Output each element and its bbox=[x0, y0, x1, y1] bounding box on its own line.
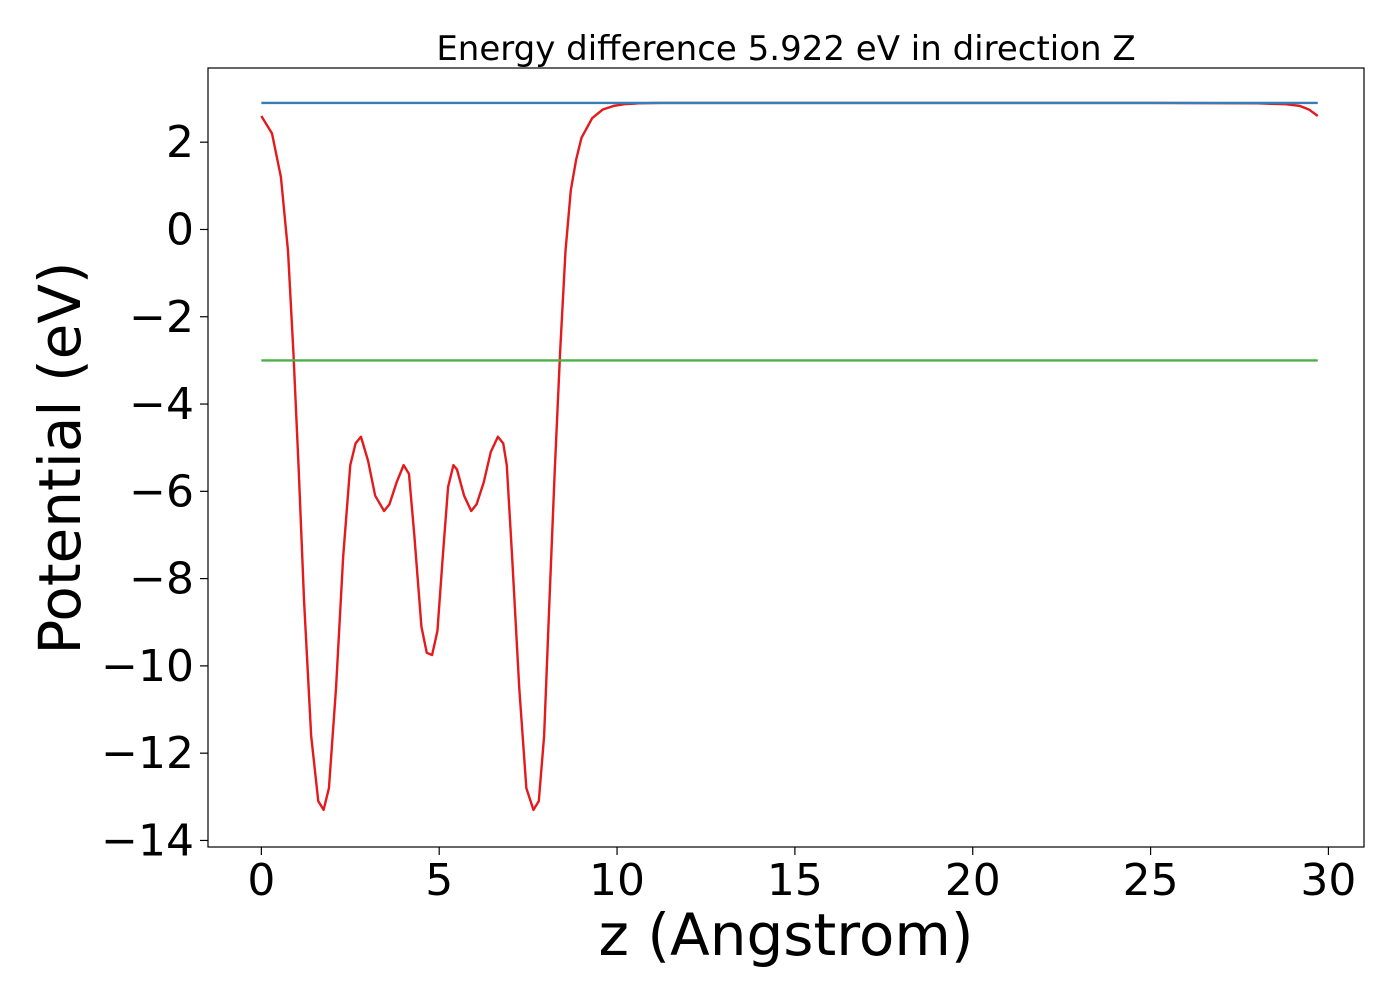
x-tick-label: 5 bbox=[425, 855, 453, 906]
x-tick-label: 20 bbox=[945, 855, 1001, 906]
y-tick-label: −14 bbox=[101, 815, 194, 866]
plot-frame bbox=[207, 67, 1365, 848]
x-tick-label: 0 bbox=[247, 855, 275, 906]
y-tick-label: 2 bbox=[166, 117, 194, 168]
y-tick-label: −2 bbox=[129, 292, 194, 343]
y-axis: 2 0 −2 −4 −6 −8 −10 −12 −14 bbox=[101, 117, 208, 866]
chart-title: Energy difference 5.922 eV in direction … bbox=[436, 29, 1135, 69]
x-tick-label: 10 bbox=[589, 855, 645, 906]
y-tick-label: −4 bbox=[129, 379, 194, 430]
x-tick-label: 25 bbox=[1123, 855, 1179, 906]
x-axis: 0 5 10 15 20 25 30 bbox=[247, 847, 1356, 906]
potential-line bbox=[260, 101, 1319, 812]
y-tick-label: −6 bbox=[129, 466, 194, 517]
x-axis-label: z (Angstrom) bbox=[599, 901, 974, 969]
y-tick-label: 0 bbox=[166, 204, 194, 255]
y-tick-label: −10 bbox=[101, 641, 194, 692]
plot-area bbox=[260, 101, 1319, 812]
y-tick-label: −8 bbox=[129, 554, 194, 605]
y-axis-label: Potential (eV) bbox=[26, 261, 94, 654]
x-tick-label: 30 bbox=[1300, 855, 1356, 906]
y-tick-label: −12 bbox=[101, 728, 194, 779]
x-tick-label: 15 bbox=[767, 855, 823, 906]
